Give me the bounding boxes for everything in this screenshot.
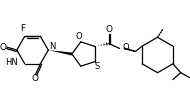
Polygon shape	[98, 45, 99, 46]
Polygon shape	[48, 50, 72, 55]
Text: N: N	[49, 42, 56, 51]
Text: HN: HN	[5, 58, 18, 67]
Text: S: S	[94, 62, 100, 71]
Polygon shape	[106, 42, 108, 45]
Polygon shape	[103, 44, 105, 45]
Text: O: O	[105, 25, 112, 34]
Polygon shape	[95, 46, 97, 47]
Polygon shape	[101, 45, 102, 46]
Text: O: O	[31, 74, 38, 83]
Text: O: O	[123, 43, 129, 52]
Text: O: O	[75, 32, 82, 41]
Text: O: O	[0, 43, 6, 52]
Text: F: F	[20, 24, 25, 33]
